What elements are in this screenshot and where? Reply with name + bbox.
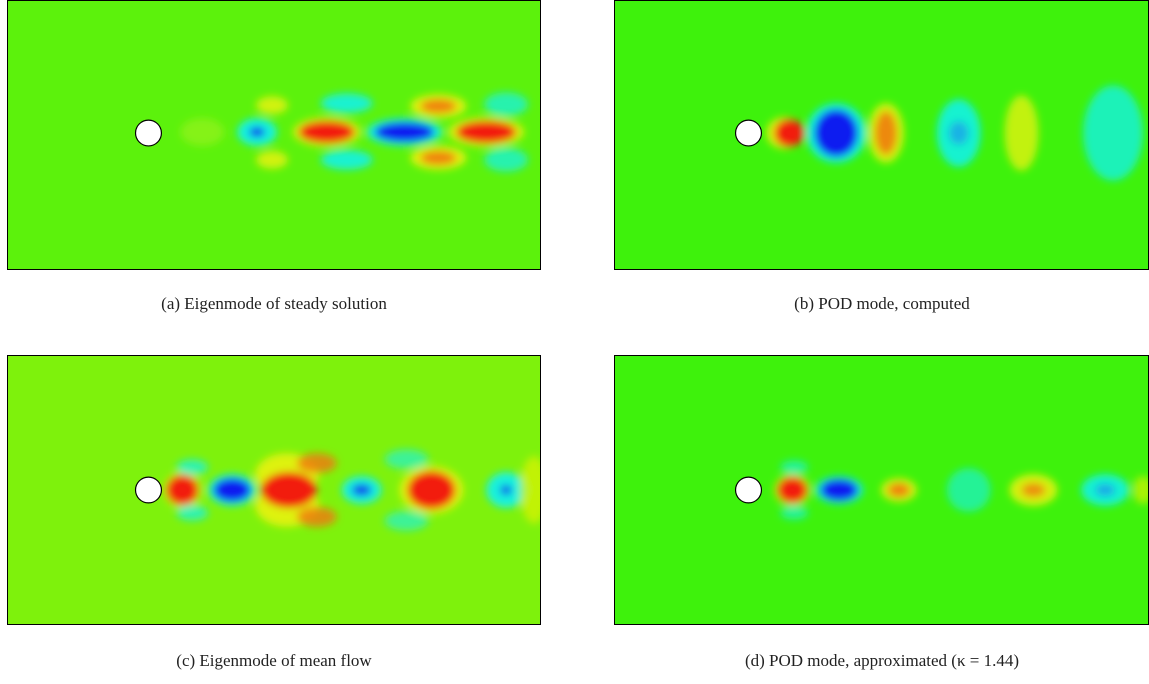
vortex-structure (1083, 85, 1143, 180)
flow-field-a (8, 1, 540, 269)
vortex-structure (875, 111, 897, 155)
vortex-structure (297, 453, 337, 473)
vortex-structure (385, 511, 429, 531)
vortex-structure (1021, 483, 1045, 497)
vortex-structure (780, 506, 808, 520)
vortex-structure (176, 505, 208, 521)
vortex-structure (321, 93, 373, 113)
caption-b: (b) POD mode, computed (612, 294, 1149, 314)
caption-c: (c) Eigenmode of mean flow (4, 651, 544, 671)
cylinder (136, 477, 162, 503)
vortex-structure (777, 477, 807, 503)
vortex-structure (256, 96, 288, 114)
vortex-structure (261, 472, 317, 508)
vortex-structure (180, 118, 224, 146)
flow-field-c (8, 356, 540, 624)
vortex-structure (814, 109, 858, 157)
flow-field-b (615, 1, 1148, 269)
vortex-structure (166, 475, 198, 505)
vortex-structure (780, 460, 808, 474)
vortex-structure (176, 459, 208, 475)
figure-panel-a (7, 0, 541, 270)
vortex-structure (774, 119, 804, 147)
vortex-structure (256, 151, 288, 169)
figure-panel-b (614, 0, 1149, 270)
flow-field-d (615, 356, 1148, 624)
caption-d: (d) POD mode, approximated (κ = 1.44) (612, 651, 1149, 671)
vortex-structure (352, 484, 372, 496)
vortex-structure (484, 92, 528, 116)
vortex-structure (888, 483, 910, 497)
vortex-structure (1095, 484, 1115, 496)
vortex-structure (1005, 95, 1039, 170)
vortex-structure (249, 127, 265, 137)
vortex-structure (500, 485, 512, 495)
vortex-structure (297, 507, 337, 527)
vortex-structure (299, 121, 355, 143)
caption-a: (a) Eigenmode of steady solution (4, 294, 544, 314)
figure-panel-d (614, 355, 1149, 625)
vortex-structure (420, 99, 456, 113)
vortex-structure (949, 121, 969, 145)
cylinder (136, 120, 162, 146)
vortex-structure (407, 471, 455, 509)
vortex-structure (321, 150, 373, 170)
vortex-structure (947, 468, 991, 512)
vortex-structure (385, 449, 429, 469)
vortex-structure (456, 121, 516, 143)
cylinder (736, 477, 762, 503)
cylinder (736, 120, 762, 146)
vortex-structure (820, 479, 858, 501)
vortex-structure (484, 148, 528, 172)
figure-panel-c (7, 355, 541, 625)
vortex-structure (213, 478, 251, 502)
vortex-structure (420, 151, 456, 165)
vortex-structure (375, 122, 435, 142)
